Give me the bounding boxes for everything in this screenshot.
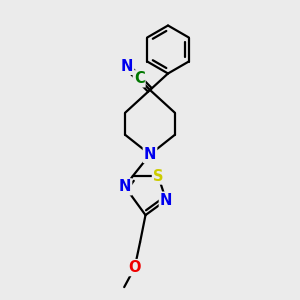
Text: N: N xyxy=(119,179,131,194)
Text: N: N xyxy=(160,193,172,208)
Text: S: S xyxy=(153,169,164,184)
Text: C: C xyxy=(134,71,145,86)
Text: O: O xyxy=(128,260,141,275)
Text: N: N xyxy=(144,147,156,162)
Text: N: N xyxy=(121,59,133,74)
